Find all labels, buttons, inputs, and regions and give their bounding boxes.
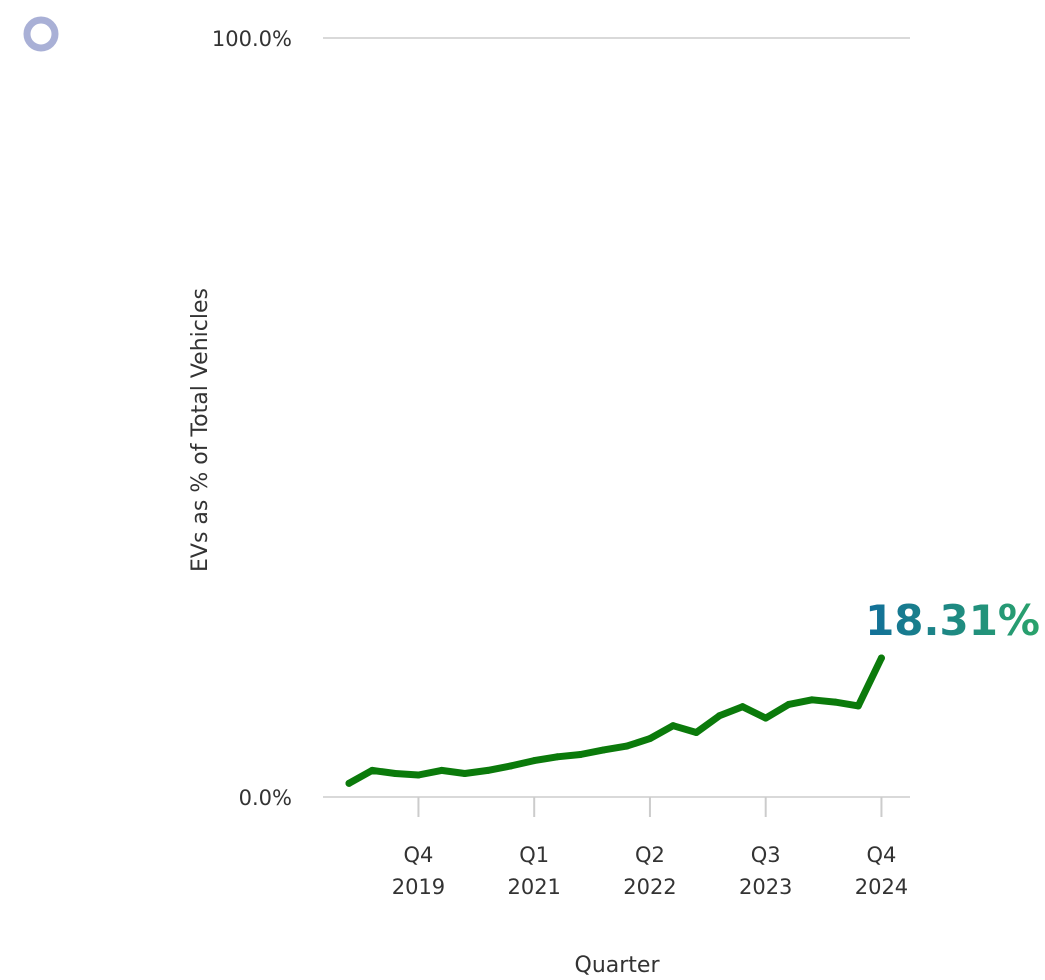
data-point bbox=[414, 771, 422, 779]
x-tick-label-quarter: Q4 bbox=[867, 843, 897, 867]
x-tick-label-quarter: Q2 bbox=[635, 843, 665, 867]
series-line bbox=[345, 654, 885, 787]
data-point bbox=[854, 702, 862, 710]
last-value-label: 18.31% bbox=[865, 596, 1040, 645]
data-point bbox=[669, 722, 677, 730]
series-layer bbox=[345, 654, 885, 787]
x-tick-label-quarter: Q4 bbox=[404, 843, 434, 867]
x-axis-title: Quarter bbox=[575, 953, 661, 978]
x-tick-label-year: 2022 bbox=[623, 875, 676, 899]
y-tick-label: 0.0% bbox=[239, 786, 292, 810]
data-point bbox=[739, 703, 747, 711]
data-point bbox=[692, 728, 700, 736]
y-axis-title: EVs as % of Total Vehicles bbox=[188, 288, 213, 572]
data-point bbox=[553, 753, 561, 761]
x-tick-label-year: 2023 bbox=[739, 875, 792, 899]
data-point bbox=[345, 779, 353, 787]
data-point bbox=[461, 769, 469, 777]
data-point bbox=[762, 714, 770, 722]
data-point bbox=[577, 750, 584, 758]
data-point bbox=[507, 762, 515, 770]
circle-outline-icon bbox=[23, 16, 59, 52]
data-point bbox=[368, 766, 376, 774]
y-tick-label: 100.0% bbox=[212, 27, 292, 51]
data-point bbox=[600, 746, 608, 754]
x-tick-label-quarter: Q1 bbox=[519, 843, 549, 867]
data-point bbox=[785, 700, 793, 708]
data-point bbox=[831, 698, 839, 706]
x-tick-label-year: 2019 bbox=[392, 875, 445, 899]
data-point bbox=[484, 766, 492, 774]
x-tick-label-year: 2024 bbox=[855, 875, 908, 899]
data-point bbox=[391, 769, 399, 777]
x-tick-label-quarter: Q3 bbox=[751, 843, 781, 867]
x-tick-label-year: 2021 bbox=[507, 875, 560, 899]
data-point bbox=[715, 712, 723, 720]
grid-layer bbox=[323, 37, 910, 798]
data-point bbox=[623, 742, 631, 750]
axis-layer: 0.0% 100.0% Q4 2019 Q1 2021 Q2 2022 Q3 2023 Q4 2024 bbox=[212, 27, 908, 899]
data-point bbox=[646, 735, 654, 743]
data-point bbox=[808, 696, 816, 704]
label-layer: Quarter EVs as % of Total Vehicles 18.31% bbox=[188, 288, 1040, 978]
data-point bbox=[438, 766, 446, 774]
data-point bbox=[877, 654, 885, 662]
data-point bbox=[530, 757, 538, 765]
